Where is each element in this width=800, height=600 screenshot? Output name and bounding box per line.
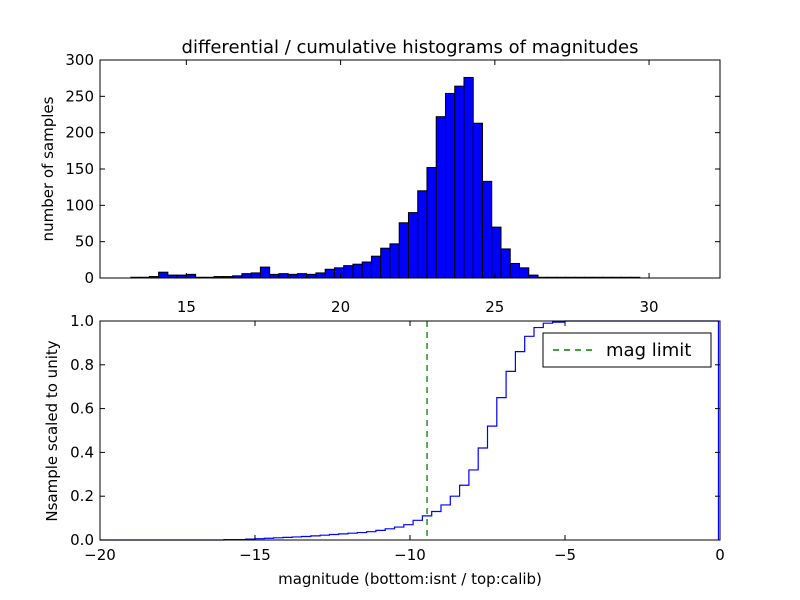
histogram-bar [241,273,252,279]
histogram-bar [315,272,326,279]
x-tick-label: −10 [394,546,426,564]
x-tick-label: 0 [715,546,725,564]
histogram-bar [481,180,493,279]
histogram-bar [407,212,419,279]
x-tick-label: 20 [331,298,350,316]
y-tick-label: 0.4 [70,443,94,461]
histogram-bar [333,267,345,279]
y-tick-label: 200 [65,124,94,142]
histogram-bar [509,262,521,279]
histogram-bar [454,85,465,279]
y-tick-label: 50 [75,233,94,251]
histogram-bar [278,273,289,279]
legend: mag limit [542,332,712,368]
y-tick-label: 0.0 [70,531,94,549]
top-panel: 0 50 100 150 200 250 300 15 20 25 30 number of sam… [39,51,721,316]
y-tick-label: 100 [65,196,94,214]
x-tick-label: −15 [239,546,271,564]
y-tick-label: 0.2 [70,487,94,505]
histogram-bar [370,255,382,279]
histogram-bar [324,268,335,279]
histogram-bar [259,266,271,279]
top-bars [130,76,641,279]
bottom-ticks: 0.0 0.2 0.4 0.6 0.8 1.0 −20 −15 −10 −5 0 [70,312,725,564]
x-tick-label: 30 [640,298,659,316]
y-tick-label: 300 [65,51,94,69]
histogram-bar [158,271,169,279]
legend-box [542,332,712,368]
top-y-axis-label: number of samples [39,96,57,241]
histogram-bar [472,122,483,279]
y-tick-label: 0.8 [70,356,94,374]
histogram-bar [398,222,409,279]
bottom-x-axis-label: magnitude (bottom:isnt / top:calib) [278,570,542,588]
histogram-bar [296,273,308,279]
legend-label: mag limit [606,340,691,361]
histogram-bar [361,261,372,279]
x-tick-label: 25 [485,298,504,316]
y-tick-label: 0.6 [70,400,94,418]
y-tick-label: 150 [65,160,94,178]
histogram-bar [463,76,474,279]
cumulative-step-line [100,320,719,541]
x-tick-label: −5 [554,546,576,564]
histogram-bar [426,167,437,279]
histogram-bar [287,273,298,279]
y-tick-label: 0 [84,269,94,287]
bottom-y-axis-label: Nsample scaled to unity [43,340,61,521]
bottom-content [100,320,720,541]
histogram-bar [250,272,261,279]
histogram-bar [417,190,428,279]
histogram-bar [343,265,354,279]
bottom-plot-frame [99,320,721,541]
top-plot-frame [99,59,721,279]
histogram-bar [500,248,511,279]
histogram-bar [185,273,197,279]
histogram-bar [519,267,530,279]
histogram-bar [435,116,446,279]
histogram-bar [306,273,317,279]
x-tick-label: −20 [84,546,116,564]
histogram-bar [389,243,400,279]
histogram-bar [380,247,391,279]
histogram-bar [491,226,502,279]
histogram-bar [352,263,363,279]
histogram-bar [269,273,280,279]
y-tick-label: 250 [65,87,94,105]
chart-title: differential / cumulative histograms of … [182,37,639,58]
histogram-bar [444,92,456,279]
y-tick-label: 1.0 [70,312,94,330]
x-tick-label: 15 [177,298,196,316]
bottom-panel: 0.0 0.2 0.4 0.6 0.8 1.0 −20 −15 −10 −5 0 magnitude… [43,312,725,588]
